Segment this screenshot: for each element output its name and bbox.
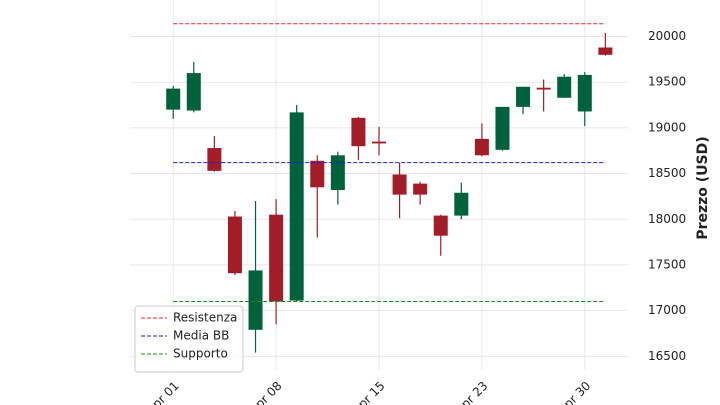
candle-body	[495, 106, 510, 150]
legend-label: Media BB	[173, 329, 229, 343]
candle-body	[310, 160, 325, 188]
x-tick-label: Apr 23	[452, 379, 490, 405]
candle-body	[207, 148, 222, 171]
y-tick-label: 20000	[648, 29, 686, 43]
candle-body	[227, 216, 242, 274]
x-tick-label: Apr 01	[144, 379, 182, 405]
candle-body	[166, 88, 181, 110]
candle-body	[577, 74, 592, 112]
legend-label: Supporto	[173, 347, 228, 361]
candle-body	[474, 138, 489, 156]
candle-body	[433, 215, 448, 236]
y-axis-label: Prezzo (USD)	[695, 136, 711, 239]
candle-body	[413, 183, 428, 195]
candle-body	[372, 141, 386, 144]
x-tick-label: Apr 08	[247, 379, 285, 405]
candle-body	[330, 155, 345, 191]
y-tick-label: 18000	[648, 212, 686, 226]
y-tick-label: 17500	[648, 257, 686, 271]
candle-body	[186, 73, 201, 111]
x-tick-label: Apr 15	[350, 379, 388, 405]
candle-body	[598, 47, 613, 55]
legend: Resistenza Media BB Supporto	[134, 305, 244, 373]
y-tick-label: 19000	[648, 120, 686, 134]
y-tick-label: 17000	[648, 303, 686, 317]
legend-label: Resistenza	[173, 311, 237, 325]
y-tick-label: 19500	[648, 75, 686, 89]
candle-body	[536, 87, 551, 90]
candle-body	[248, 270, 263, 330]
x-tick-label: Apr 30	[555, 379, 593, 405]
candle-body	[454, 192, 469, 216]
y-tick-label: 18500	[648, 166, 686, 180]
candle-body	[289, 112, 304, 301]
legend-box	[134, 305, 244, 373]
candle-body	[269, 214, 284, 302]
candle-body	[392, 174, 407, 195]
y-tick-label: 16500	[648, 349, 686, 363]
candle-body	[557, 76, 572, 98]
candle-body	[516, 86, 531, 107]
candle-body	[351, 117, 366, 147]
